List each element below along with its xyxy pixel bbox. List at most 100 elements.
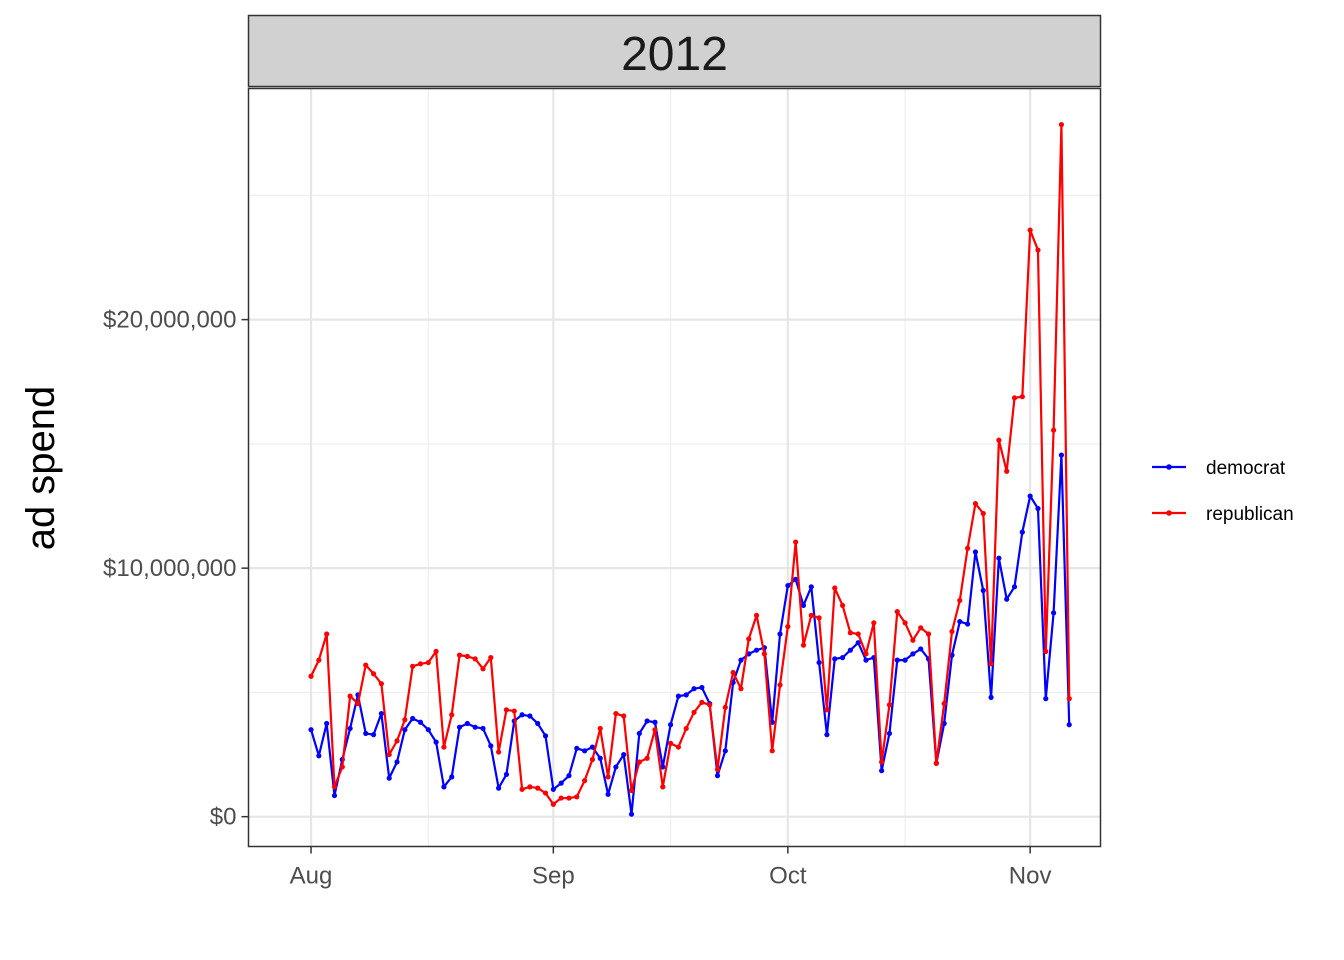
data-point-democrat [980,587,986,594]
data-point-democrat [839,655,846,661]
x-axis: Aug Sep Oct Nov [290,846,1051,890]
data-point-democrat [496,785,502,791]
data-point-republican [793,539,799,545]
data-point-democrat [667,722,674,728]
data-point-democrat [363,730,369,737]
data-point-republican [589,756,596,763]
series-line-democrat [309,453,1071,816]
y-axis-title: ad spend [19,386,63,551]
data-point-democrat [621,751,627,758]
data-point-democrat [1043,696,1049,702]
data-point-republican [863,651,869,657]
data-point-democrat [972,549,979,555]
data-point-democrat [941,720,947,727]
data-point-republican [394,738,400,744]
data-point-republican [699,699,705,705]
data-point-republican [597,725,603,732]
data-point-democrat [965,621,971,627]
data-point-republican [910,637,916,643]
data-point-democrat [988,694,994,700]
data-point-republican [832,585,838,591]
data-point-republican [683,725,689,732]
data-point-democrat [785,582,791,589]
data-point-republican [355,701,361,707]
data-point-democrat [542,733,549,739]
data-point-republican [542,790,549,796]
data-point-democrat [894,657,900,663]
data-point-democrat [910,651,916,657]
data-point-democrat [1051,610,1057,616]
data-point-democrat [410,715,416,722]
data-point-democrat [1035,505,1041,512]
data-point-republican [925,631,932,637]
data-point-democrat [816,659,822,666]
facet-strip-label: 2012 [621,28,728,81]
data-point-democrat [886,730,893,737]
data-point-democrat [613,764,619,770]
data-point-republican [933,760,939,766]
data-point-democrat [879,768,885,774]
data-point-democrat [582,748,588,754]
data-point-democrat [331,792,338,799]
data-point-democrat [472,724,478,730]
data-point-democrat [824,732,830,738]
data-point-republican [847,630,853,636]
legend-label: republican [1206,504,1294,525]
data-point-republican [566,795,572,801]
data-point-republican [761,651,767,657]
data-point-republican [996,437,1002,443]
data-point-republican [902,620,908,626]
data-point-democrat [1027,493,1033,499]
y-axis: $0 $10,000,000 $20,000,000 [103,307,249,831]
data-point-democrat [425,727,431,733]
data-point-republican [410,663,416,669]
data-point-republican [816,615,822,621]
data-point-democrat [503,771,510,778]
data-point-republican [449,712,455,718]
data-point-republican [785,623,791,630]
data-point-republican [879,759,885,765]
plot-border [247,87,1102,848]
data-point-republican [464,653,470,659]
data-point-republican [777,682,783,688]
data-point-republican [378,681,384,687]
data-point-republican [691,709,697,715]
data-point-republican [1027,227,1033,233]
data-point-republican [1019,394,1025,400]
x-tick-label: Aug [290,863,333,890]
data-point-democrat [863,657,869,663]
data-point-democrat [691,686,697,692]
data-point-republican [550,801,556,807]
y-tick-label: $10,000,000 [103,555,236,582]
data-point-republican [988,661,994,667]
data-point-democrat [480,725,486,732]
data-point-republican [1058,121,1065,128]
data-point-republican [800,642,807,648]
data-point-democrat [574,745,580,751]
grid-minor [248,88,1101,847]
data-point-democrat [902,657,908,663]
data-point-republican [746,636,752,642]
data-point-democrat [628,811,635,817]
data-point-republican [1004,468,1010,474]
data-point-republican [871,620,877,626]
data-point-republican [441,744,447,750]
series-layer [308,121,1072,817]
data-point-republican [480,666,486,672]
data-point-democrat [370,732,377,738]
data-point-republican [660,784,666,790]
facet-strip [247,14,1102,88]
data-point-republican [511,708,517,714]
data-point-republican [636,759,642,765]
data-point-democrat [488,743,494,749]
series-line-republican [310,123,1071,806]
data-point-republican [370,671,377,677]
data-point-republican [324,631,330,637]
data-point-democrat [316,753,322,759]
data-point-republican [519,786,525,792]
data-point-democrat [675,693,682,699]
data-point-republican [949,628,955,635]
data-point-democrat [949,652,955,658]
data-point-democrat [386,775,392,781]
